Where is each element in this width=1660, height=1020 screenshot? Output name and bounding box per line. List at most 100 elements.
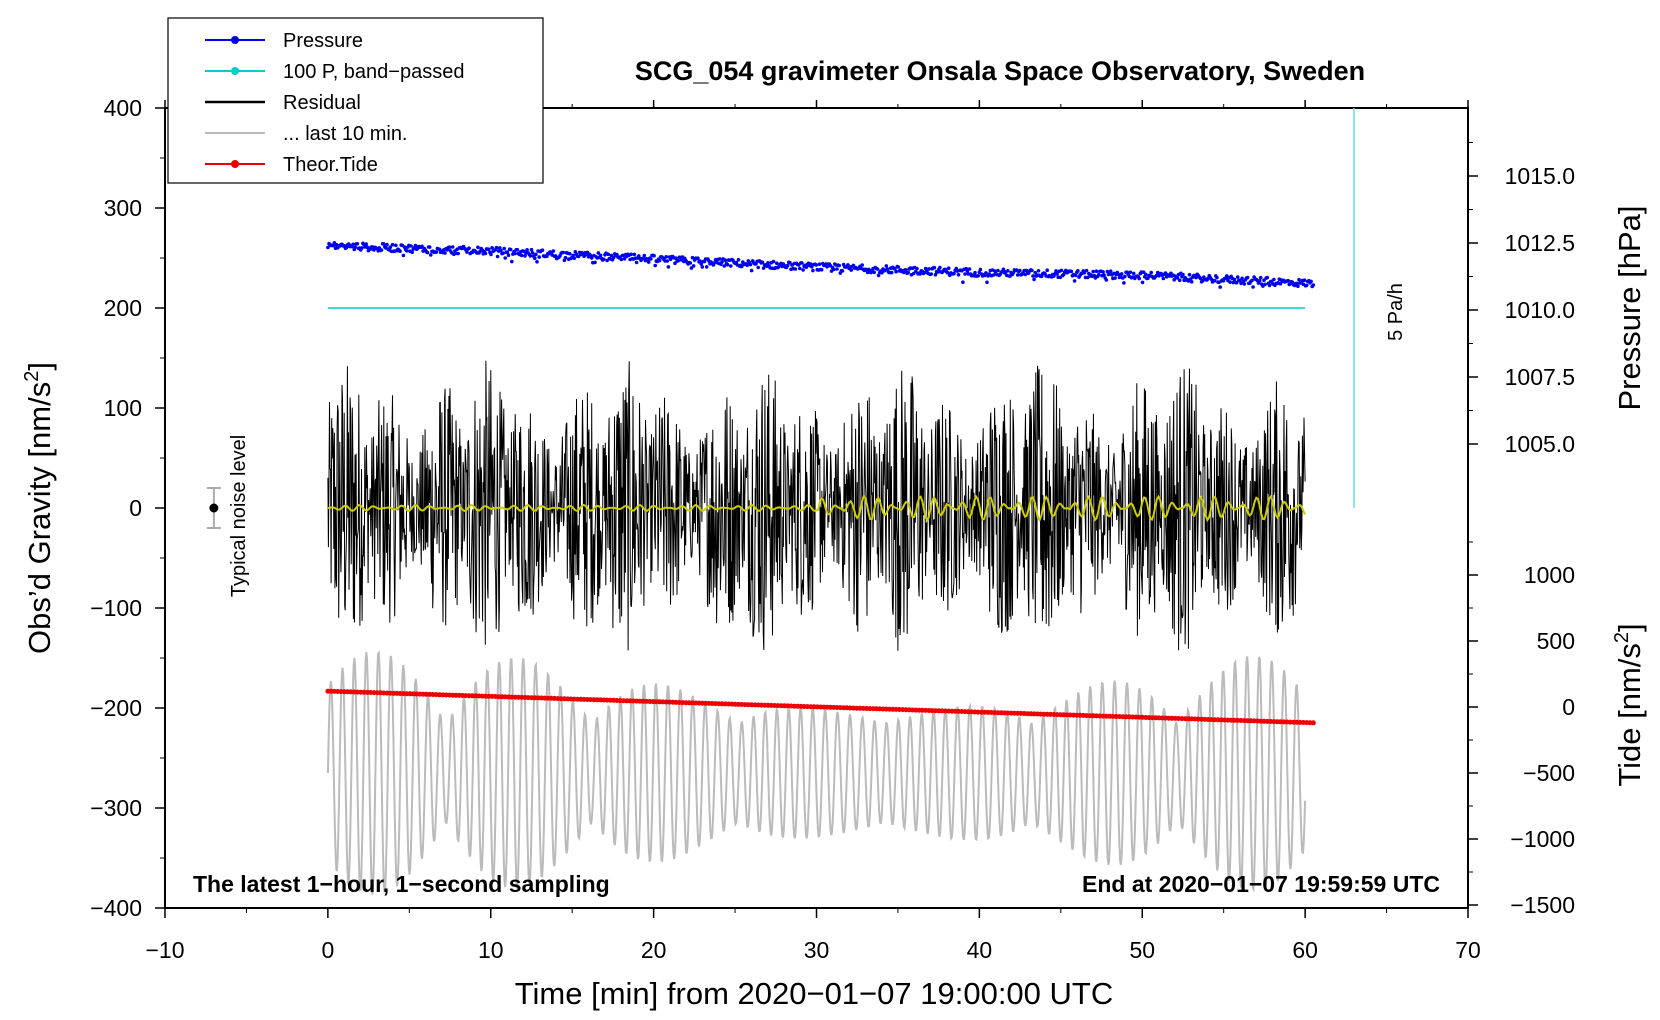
- pressure-point: [760, 260, 765, 265]
- pressure-point: [501, 251, 505, 255]
- pressure-point: [896, 265, 901, 269]
- pressure-point: [699, 262, 703, 266]
- pressure-point: [914, 269, 918, 274]
- y-axis-label: Obs’d Gravity [nm/s2]: [21, 362, 57, 654]
- pressure-point: [1024, 268, 1029, 273]
- noise-label: Typical noise level: [228, 435, 250, 597]
- pressure-point: [894, 269, 898, 274]
- pressure-point: [489, 252, 493, 257]
- pressure-point: [632, 252, 637, 257]
- pressure-point: [918, 272, 922, 276]
- pressure-point: [718, 257, 722, 261]
- legend-label: 100 P, band−passed: [283, 61, 464, 83]
- pressure-point: [946, 266, 951, 271]
- pressure-point: [798, 266, 802, 271]
- pressure-point: [447, 245, 452, 249]
- tide-series: [325, 688, 1316, 726]
- pressure-point: [1015, 273, 1020, 277]
- tide-tick-label: −500: [1523, 760, 1575, 786]
- pressure-point: [1032, 277, 1036, 282]
- pressure-point: [351, 242, 355, 247]
- pressure-point: [505, 250, 510, 254]
- pressure-point: [935, 270, 940, 274]
- pressure-point: [748, 262, 753, 267]
- pressure-point: [927, 267, 931, 271]
- pressure-point: [984, 271, 988, 275]
- pressure-point: [688, 261, 693, 265]
- pressure-point: [745, 263, 749, 268]
- pressure-point: [1161, 276, 1166, 281]
- pressure-point: [1073, 273, 1078, 278]
- pressure-point: [528, 254, 533, 258]
- pressure-point: [665, 259, 670, 263]
- pressure-tick-label: 1010.0: [1505, 297, 1575, 323]
- pressure-point: [653, 263, 657, 268]
- pressure-point: [355, 242, 360, 246]
- pressure-point: [495, 254, 500, 259]
- pressure-point: [1189, 280, 1194, 284]
- pressure-point: [831, 267, 836, 272]
- y-tick-label: 200: [104, 295, 142, 321]
- y-tick-label: 0: [129, 495, 142, 521]
- pressure-point: [1119, 272, 1124, 276]
- pressure-point: [906, 270, 910, 275]
- pressure-point: [664, 254, 668, 259]
- pressure-point: [691, 264, 696, 268]
- pressure-point: [1018, 268, 1022, 273]
- pressure-point: [771, 259, 776, 264]
- pressure-point: [1054, 269, 1058, 273]
- pressure-point: [1228, 280, 1232, 284]
- chart-title: SCG_054 gravimeter Onsala Space Observat…: [635, 56, 1365, 86]
- pressure-point: [893, 266, 897, 271]
- pressure-point: [1082, 270, 1087, 275]
- pressure-point: [800, 261, 804, 265]
- pressure-point: [933, 272, 938, 277]
- x-tick-label: 70: [1455, 937, 1481, 963]
- pressure-point: [657, 258, 662, 263]
- pressure-point: [1101, 270, 1105, 274]
- pressure-point: [1304, 283, 1309, 288]
- pressure-point: [904, 268, 908, 272]
- pressure-point: [961, 280, 965, 285]
- pressure-point: [1045, 268, 1049, 273]
- legend-marker: [231, 67, 239, 75]
- pressure-point: [766, 261, 770, 265]
- pressure-point: [1309, 279, 1313, 284]
- residual-smoothed-line: [327, 494, 1306, 522]
- pressure-point: [1250, 278, 1254, 283]
- pressure-tick-label: 1005.0: [1505, 431, 1575, 457]
- pressure-point: [1094, 269, 1099, 274]
- pressure-point: [1177, 278, 1182, 283]
- pressure-point: [450, 245, 455, 249]
- pressure-point: [568, 251, 572, 256]
- pressure-point: [1149, 270, 1153, 275]
- pressure-point: [696, 256, 700, 261]
- pressure-point: [1104, 278, 1109, 282]
- tide-point: [1310, 720, 1316, 726]
- pressure-point: [1245, 275, 1250, 280]
- pressure-point: [593, 260, 597, 265]
- legend-label: ... last 10 min.: [283, 123, 408, 145]
- pressure-point: [1198, 276, 1203, 281]
- pressure-point: [1036, 269, 1041, 273]
- pressure-point: [1144, 272, 1148, 277]
- x-tick-label: 20: [641, 937, 667, 963]
- pressure-point: [915, 266, 919, 271]
- pressure-point: [1123, 274, 1127, 279]
- pressure-point: [1031, 274, 1035, 278]
- pressure-point: [729, 264, 733, 268]
- pressure-point: [344, 245, 349, 250]
- pressure-point: [1215, 275, 1219, 280]
- y-tick-label: 300: [104, 195, 142, 221]
- pressure-point: [598, 253, 603, 258]
- tide-axis-label: Tide [nm/s2]: [1611, 623, 1647, 786]
- pressure-point: [1296, 284, 1300, 289]
- legend-marker: [231, 160, 239, 168]
- pressure-point: [1141, 270, 1146, 275]
- legend-label: Residual: [283, 92, 361, 114]
- pressure-point: [398, 249, 402, 253]
- pressure-point: [1137, 276, 1141, 281]
- pressure-point: [394, 243, 398, 248]
- legend-box: [167, 17, 544, 184]
- pressure-point: [1272, 277, 1276, 282]
